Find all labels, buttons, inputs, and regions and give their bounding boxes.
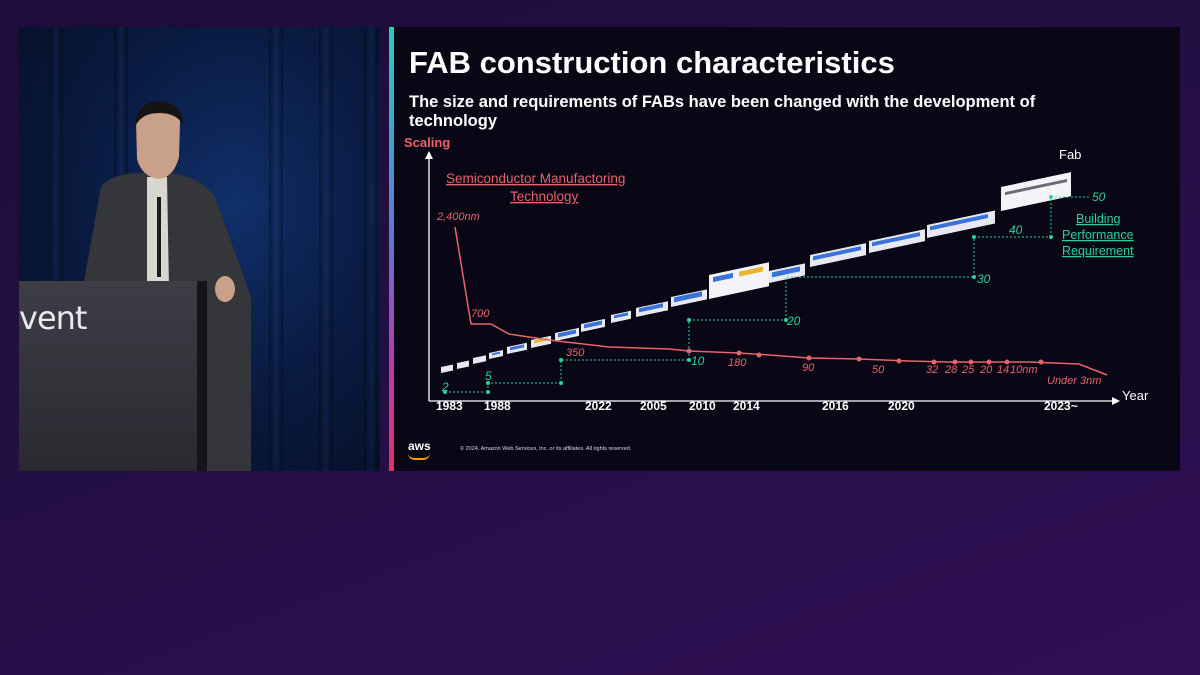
scaling-point: [736, 350, 742, 356]
scaling-point: [1038, 359, 1044, 365]
building-point: [486, 381, 490, 385]
scaling-point: [986, 359, 992, 365]
aws-logo: aws: [408, 439, 431, 453]
y-axis-arrow: [425, 151, 433, 159]
scaling-label: 700: [471, 308, 490, 320]
scaling-label: 20: [979, 364, 993, 376]
scaling-label: 2,400nm: [436, 211, 480, 223]
scaling-point: [756, 352, 762, 358]
x-tick-label: 2014: [733, 399, 760, 413]
scaling-point: [896, 358, 902, 364]
microphone-stand: [197, 281, 207, 471]
scaling-label: 350: [566, 347, 585, 359]
building-value: 20: [786, 314, 801, 328]
scaling-label: Under 3nm: [1047, 375, 1101, 387]
scaling-label: 25: [961, 364, 975, 376]
building-title: Building: [1076, 212, 1121, 226]
x-tick-label: 2023~: [1044, 399, 1078, 413]
building-title: Performance: [1062, 228, 1134, 242]
building-point: [972, 275, 976, 279]
fab-label: Fab: [1059, 147, 1081, 162]
building-point: [1049, 195, 1053, 199]
x-tick-label: 1983: [436, 399, 463, 413]
slide-title: FAB construction characteristics: [409, 45, 895, 80]
scaling-label: 32: [926, 364, 938, 376]
building-point: [486, 390, 490, 394]
podium-logo-text: vent: [19, 299, 87, 337]
building-point: [687, 358, 691, 362]
x-tick-label: 2022: [585, 399, 612, 413]
x-axis-arrow: [1112, 397, 1120, 405]
fab-icons: [441, 172, 1071, 373]
x-axis-label: Year: [1122, 388, 1149, 403]
x-tick-label: 2005: [640, 399, 667, 413]
scaling-label: 28: [944, 364, 958, 376]
scaling-point: [931, 359, 937, 365]
scaling-label: 50: [872, 364, 885, 376]
scaling-label: 90: [802, 362, 815, 374]
x-tick-label: 2016: [822, 399, 849, 413]
y-axis-label: Scaling: [404, 135, 450, 150]
building-value: 10: [691, 354, 705, 368]
x-tick-label: 2020: [888, 399, 915, 413]
building-value: 2: [441, 380, 449, 394]
building-point: [443, 390, 447, 394]
scaling-point: [856, 356, 862, 362]
building-value: 50: [1092, 190, 1106, 204]
slide-accent-bar: [389, 27, 394, 471]
building-point: [687, 318, 691, 322]
building-value: 40: [1009, 223, 1023, 237]
scaling-line: [454, 226, 1108, 376]
building-point: [559, 358, 563, 362]
x-tick-label: 1988: [484, 399, 511, 413]
building-value: 30: [977, 272, 991, 286]
scaling-point: [952, 359, 958, 365]
scaling-title: Technology: [510, 189, 579, 204]
slide-subtitle: The size and requirements of FABs have b…: [409, 93, 1036, 130]
scaling-label: 180: [728, 357, 747, 369]
building-title: Requirement: [1062, 244, 1134, 258]
scaling-point: [1004, 359, 1010, 365]
building-point: [1049, 235, 1053, 239]
speaker-video: vent: [19, 27, 380, 471]
scaling-point: [806, 355, 812, 361]
podium: vent: [19, 281, 197, 471]
building-point: [559, 381, 563, 385]
building-point: [972, 235, 976, 239]
x-tick-label: 2010: [689, 399, 716, 413]
scaling-title: Semiconductor Manufactoring: [446, 171, 625, 186]
presentation-slide: FAB construction characteristics The siz…: [389, 27, 1180, 471]
building-value: 5: [485, 369, 492, 383]
scaling-label: 10nm: [1010, 364, 1038, 376]
scaling-label: 14: [997, 364, 1009, 376]
fab-chart: Scaling Year 1983 1988 2022 2005 2010 20…: [404, 135, 1149, 413]
building-point: [784, 318, 788, 322]
aws-smile-icon: [408, 453, 430, 460]
scaling-point: [968, 359, 974, 365]
copyright-text: © 2024, Amazon Web Services, Inc. or its…: [460, 446, 632, 452]
